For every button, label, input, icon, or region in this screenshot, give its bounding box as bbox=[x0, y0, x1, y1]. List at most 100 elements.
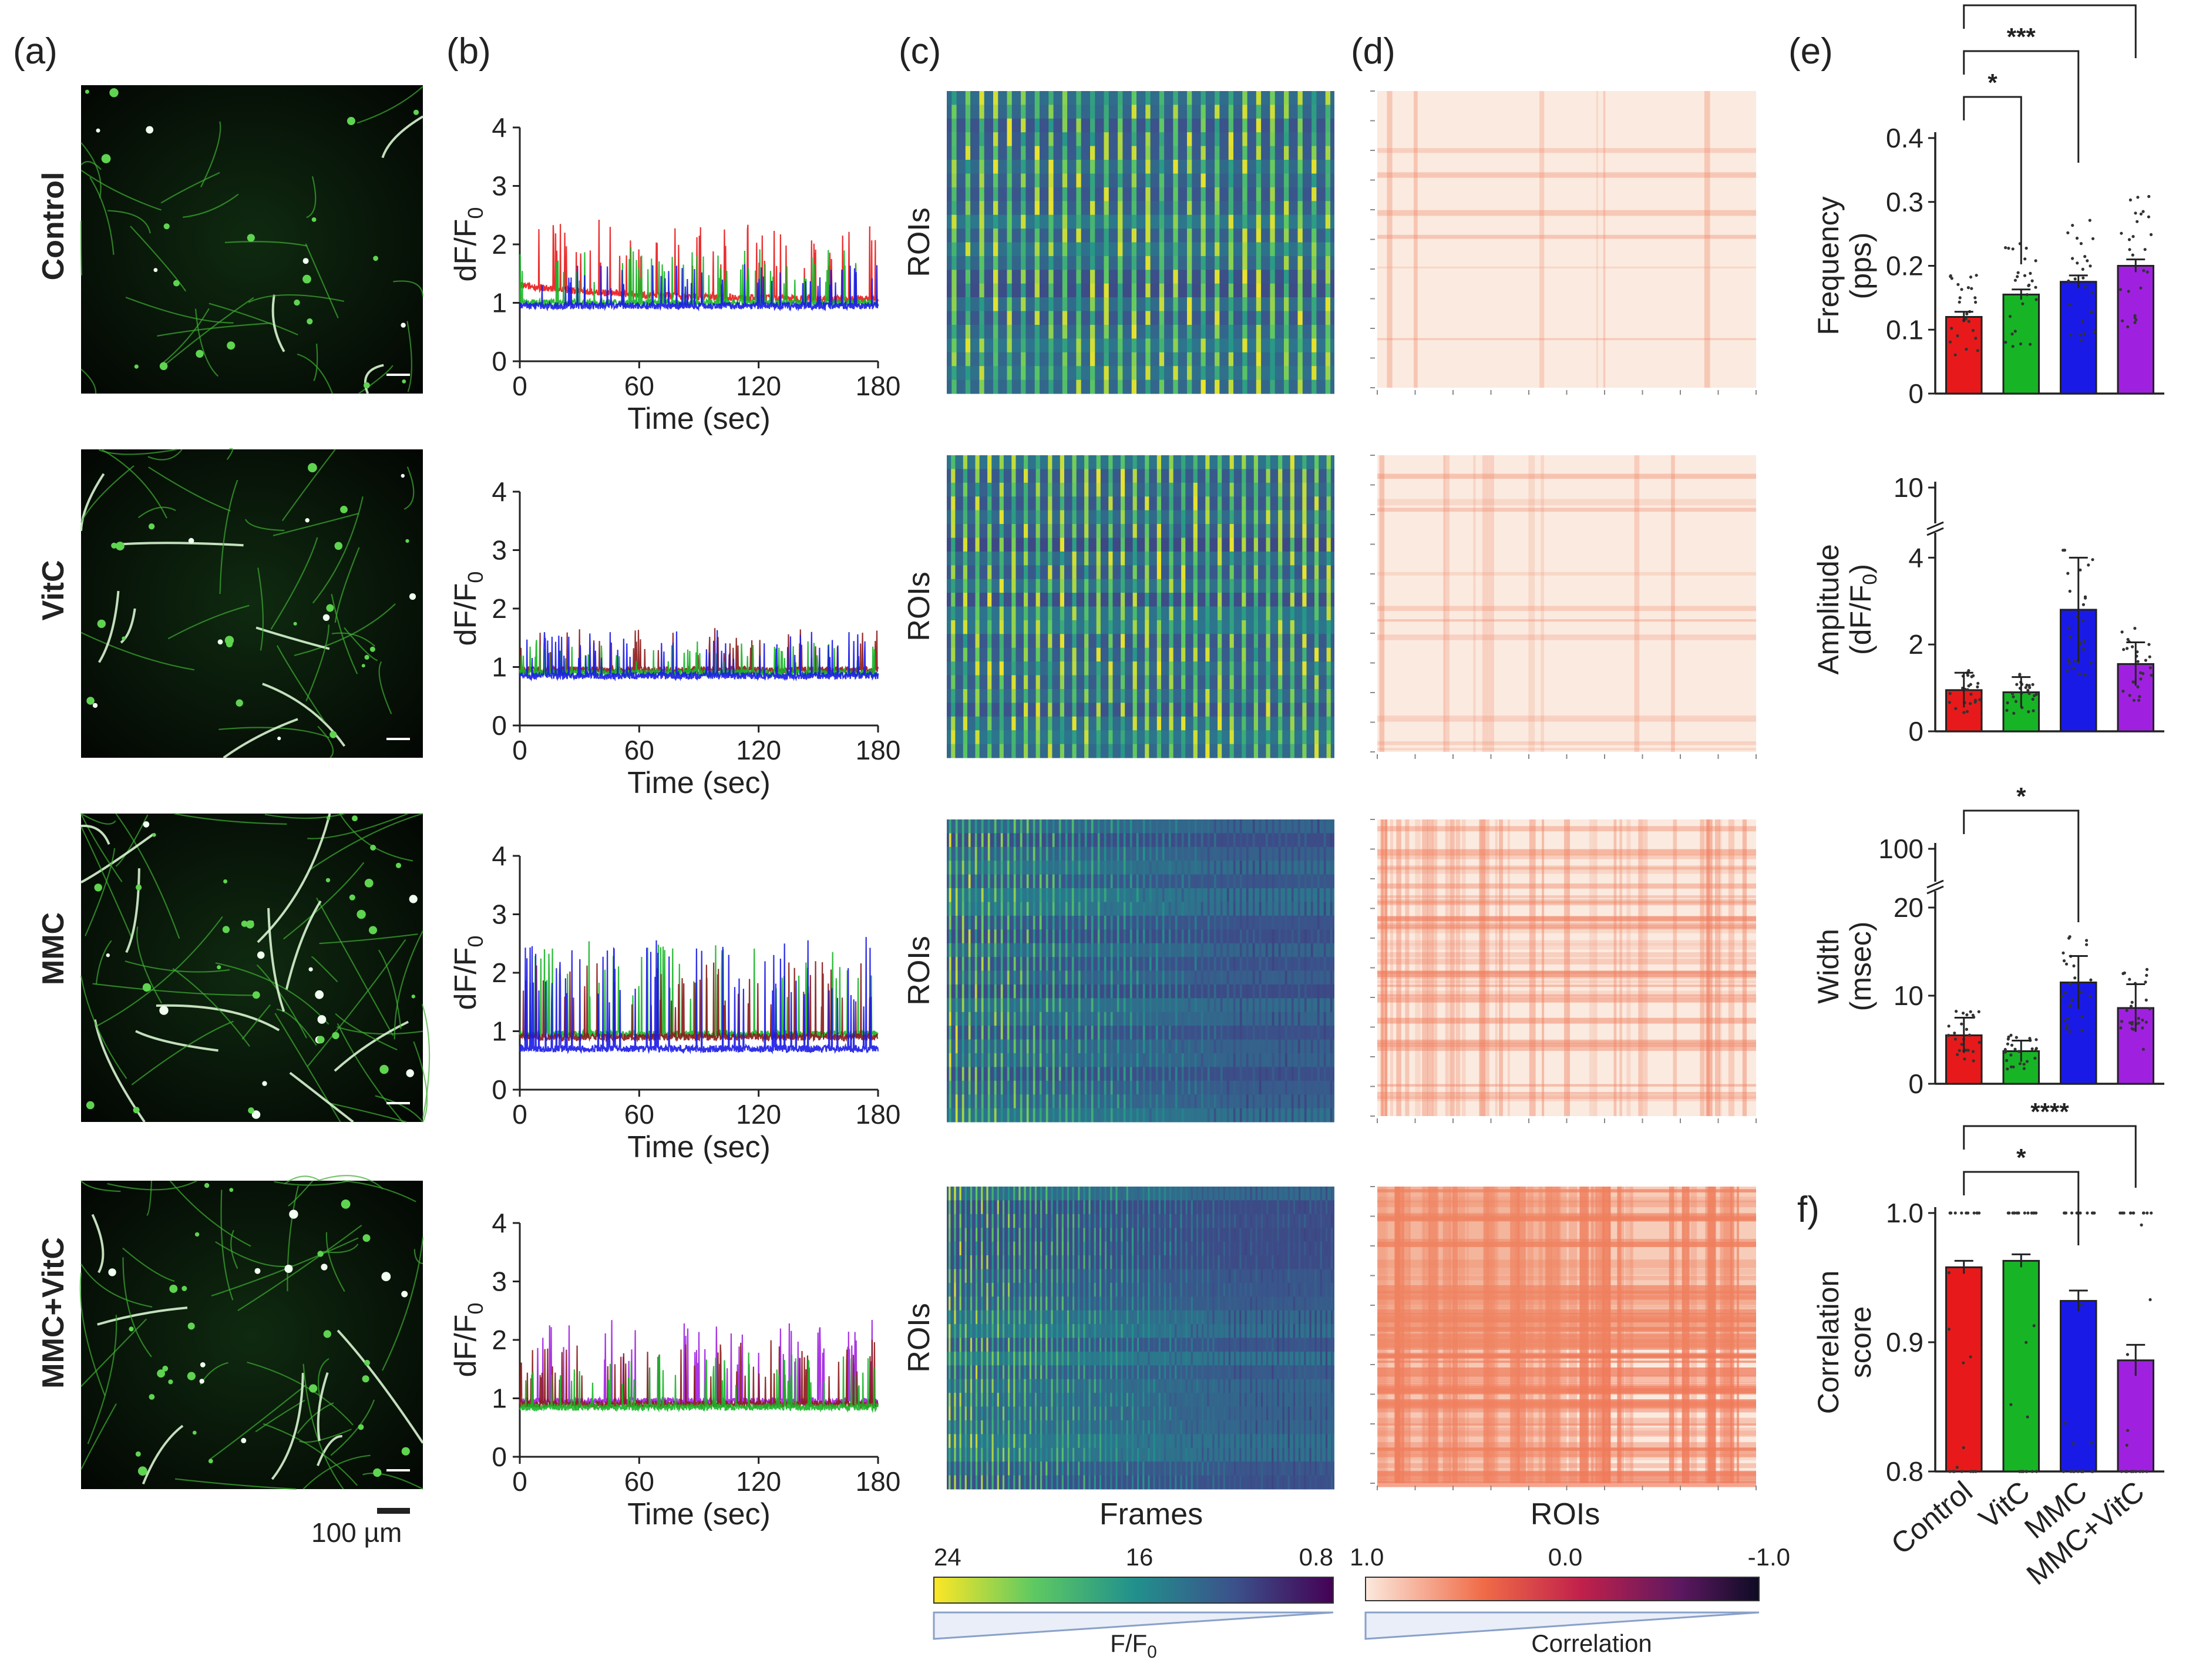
heatmap-spike bbox=[1052, 874, 1055, 889]
heatmap-spike bbox=[1331, 1393, 1333, 1407]
heatmap-spike bbox=[1145, 229, 1151, 243]
heatmap-spike bbox=[1056, 1200, 1058, 1215]
heatmap-spike bbox=[1250, 1447, 1252, 1462]
heatmap-spike bbox=[974, 846, 977, 861]
heatmap-spike bbox=[1299, 1187, 1301, 1201]
heatmap-spike bbox=[1202, 1241, 1204, 1256]
heatmap-spike bbox=[1265, 861, 1268, 875]
heatmap-spike bbox=[1175, 1094, 1178, 1109]
heatmap-spike bbox=[1137, 1351, 1139, 1366]
heatmap-spike bbox=[1137, 1324, 1139, 1338]
trace-xlabel: Time (sec) bbox=[627, 1130, 771, 1164]
heatmap-spike bbox=[968, 1039, 971, 1054]
corr-band-horizontal bbox=[1377, 210, 1756, 216]
heatmap-spike bbox=[1145, 91, 1151, 105]
corr-band-vertical bbox=[1619, 819, 1622, 1116]
heatmap-spike bbox=[1061, 1406, 1064, 1421]
heatmap-spike bbox=[1163, 1379, 1166, 1393]
neurite bbox=[257, 567, 264, 651]
trace-xtick-label: 60 bbox=[624, 1466, 654, 1497]
heatmap-spike bbox=[1290, 606, 1294, 621]
heatmap-spike bbox=[1132, 620, 1137, 634]
heatmap-spike bbox=[1078, 1200, 1080, 1215]
heatmap-spike bbox=[1034, 1365, 1037, 1380]
micrograph-scale-mark bbox=[386, 1469, 410, 1471]
heatmap-spike bbox=[1255, 1338, 1257, 1352]
neurite bbox=[413, 1041, 428, 1123]
heatmap-spike bbox=[1233, 1026, 1236, 1040]
heatmap-spike bbox=[1194, 929, 1197, 944]
heatmap-spike bbox=[1026, 970, 1029, 985]
heatmap-spike bbox=[1245, 1324, 1247, 1338]
neurite bbox=[317, 1435, 342, 1466]
heatmap-spike bbox=[1181, 819, 1184, 834]
heatmap-spike bbox=[981, 874, 984, 889]
heatmap-spike bbox=[975, 730, 980, 745]
heatmap-spike bbox=[986, 1282, 988, 1297]
neurite bbox=[394, 930, 423, 1040]
heatmap-spike bbox=[1035, 496, 1040, 511]
heatmap-spike bbox=[991, 1214, 994, 1228]
heatmap-spike bbox=[1078, 846, 1081, 861]
heatmap-spike bbox=[1129, 874, 1132, 889]
corr-band-horizontal bbox=[1377, 1306, 1756, 1309]
heatmap-spike bbox=[1076, 187, 1081, 201]
heatmap-spike bbox=[1196, 1214, 1199, 1228]
soma bbox=[187, 1372, 196, 1380]
heatmap-spike bbox=[1058, 1067, 1061, 1081]
heatmap-spike bbox=[1105, 1310, 1107, 1325]
heatmap-spike bbox=[964, 1434, 967, 1449]
heatmap-spike bbox=[1118, 105, 1123, 119]
heatmap-spike bbox=[1297, 846, 1300, 861]
heatmap-spike bbox=[1065, 1108, 1068, 1123]
heatmap-spike bbox=[951, 91, 957, 105]
heatmap-spike bbox=[1185, 1296, 1188, 1311]
heatmap-spike bbox=[987, 524, 992, 538]
heatmap-row bbox=[947, 1406, 1334, 1421]
neurite bbox=[357, 86, 423, 124]
heatmap-spike bbox=[1020, 943, 1023, 957]
heatmap-spike bbox=[1323, 998, 1326, 1013]
heatmap-spike bbox=[1226, 1012, 1229, 1026]
heatmap-spike bbox=[1266, 1324, 1269, 1338]
heatmap-spike bbox=[1029, 1393, 1031, 1407]
heatmap-spike bbox=[1239, 1365, 1242, 1380]
heatmap-spike bbox=[1284, 270, 1289, 284]
heatmap-spike bbox=[1034, 229, 1040, 243]
heatmap-spike bbox=[1097, 1067, 1100, 1081]
heatmap-spike bbox=[1260, 1393, 1263, 1407]
heatmap-spike bbox=[1159, 187, 1165, 201]
heatmap-spike bbox=[1158, 1282, 1161, 1297]
heatmap-spike bbox=[1096, 730, 1101, 745]
heatmap-spike bbox=[1118, 173, 1123, 188]
heatmap-spike bbox=[1259, 1012, 1262, 1026]
heatmap-spike bbox=[1153, 1269, 1155, 1283]
heatmap-spike bbox=[1266, 1338, 1269, 1352]
heatmap-spike bbox=[1051, 1200, 1053, 1215]
heatmap-spike bbox=[1277, 1351, 1279, 1366]
heatmap-spike bbox=[1293, 1269, 1296, 1283]
heatmap-spike bbox=[1207, 861, 1210, 875]
heatmap-spike bbox=[1011, 689, 1016, 703]
heatmap-spike bbox=[1282, 1255, 1284, 1269]
heatmap-spike bbox=[1051, 1228, 1053, 1242]
heatmap-spike bbox=[993, 132, 998, 147]
heatmap-spike bbox=[1310, 902, 1313, 916]
heatmap-spike bbox=[1187, 366, 1192, 381]
corr-band-vertical bbox=[1455, 819, 1461, 1116]
heatmap-spike bbox=[1212, 1214, 1215, 1228]
heatmap-spike bbox=[1169, 1255, 1172, 1269]
heatmap-spike bbox=[1094, 1296, 1096, 1311]
heatmap-spike bbox=[1024, 1420, 1026, 1434]
heatmap-spike bbox=[1188, 1080, 1191, 1095]
heatmap-spike bbox=[1007, 91, 1012, 105]
heatmap-spike bbox=[1099, 1393, 1102, 1407]
heatmap-spike bbox=[1096, 703, 1101, 717]
heatmap-spike bbox=[1207, 998, 1210, 1013]
heatmap-spike bbox=[1200, 902, 1203, 916]
heatmap-spike bbox=[1290, 469, 1294, 483]
trace-ytick-label: 4 bbox=[492, 476, 507, 507]
heatmap-spike bbox=[1180, 1214, 1182, 1228]
heatmap-spike bbox=[1045, 1296, 1048, 1311]
corr-band-horizontal bbox=[1377, 826, 1756, 832]
